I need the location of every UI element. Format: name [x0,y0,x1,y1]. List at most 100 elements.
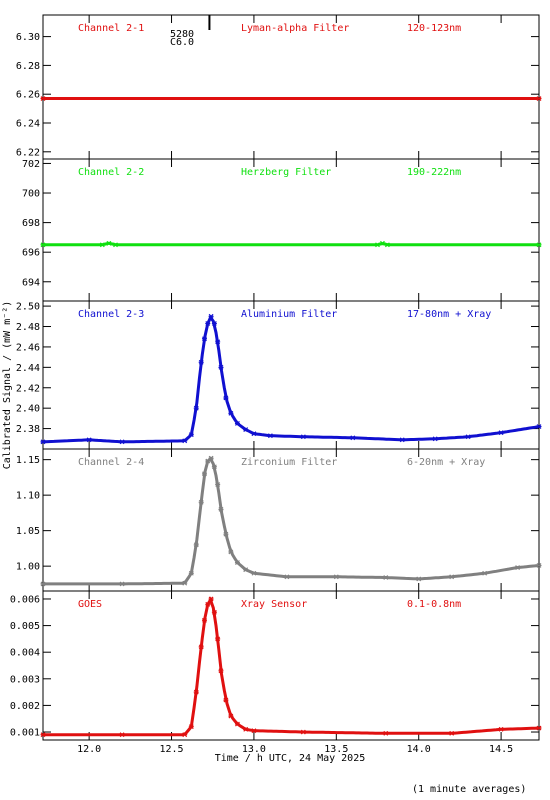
panel-frame [42,158,540,302]
y-tick-label: 6.26 [16,90,40,101]
channel-label: Channel 2-1 [78,23,144,34]
panel-frame [42,448,540,592]
data-point [375,242,381,248]
data-point [384,242,390,248]
data-point [536,725,542,731]
data-trace [42,314,538,444]
data-point [243,726,249,732]
data-point [243,567,249,573]
footnote: (1 minute averages) [412,784,526,795]
band-label: 190-222nm [407,167,461,178]
y-tick-label: 2.50 [16,302,40,313]
channel-label: GOES [78,599,102,610]
panel-frame [42,14,540,160]
data-point [182,438,188,444]
filter-label: Herzberg Filter [241,167,331,178]
data-point [449,730,455,736]
data-point [218,668,224,674]
y-tick-label: 0.002 [10,701,40,712]
data-point [198,499,204,505]
y-tick-label: 1.05 [16,526,40,537]
band-label: 0.1-0.8nm [407,599,461,610]
y-tick-label: 6.22 [16,147,40,158]
band-label: 6-20nm + Xray [407,457,485,468]
data-point [536,242,542,248]
filter-label: Lyman-alpha Filter [241,23,349,34]
y-tick-label: 1.00 [16,562,40,573]
data-point [449,574,455,580]
data-point [498,726,504,732]
data-point [188,432,194,438]
y-tick-label: 6.30 [16,32,40,43]
data-point [198,359,204,365]
y-tick-label: 694 [22,277,40,288]
y-tick-label: 2.40 [16,404,40,415]
data-point [40,581,46,587]
chart-panel-2: 694 696 698 700 702 Channel 2-2 Herzberg Filte… [22,158,542,302]
data-point [300,434,306,440]
x-tick-label: 14.0 [407,744,431,755]
data-point [119,732,125,738]
data-point [234,721,240,727]
data-point [399,437,405,443]
data-point [350,435,356,441]
data-point [188,570,194,576]
data-point [201,471,207,477]
chart-panel-3: 2.38 2.40 2.42 2.44 2.46 2.48 2.50 Channel 2-3 A… [16,300,542,450]
data-point [536,563,542,568]
data-point [223,531,229,537]
band-label: 120-123nm [407,23,461,34]
band-label: 17-80nm + Xray [407,309,491,320]
data-point [208,313,214,319]
data-point [99,242,105,248]
filter-label: Aluminium Filter [241,309,337,320]
channel-label: Channel 2-3 [78,309,144,320]
filter-label: Xray Sensor [241,599,307,610]
data-point [228,713,234,719]
x-tick-label: 12.0 [77,744,101,755]
data-point [86,437,92,443]
channel-label: Channel 2-4 [78,457,144,468]
data-point [215,339,221,345]
y-tick-label: 2.42 [16,383,40,394]
y-tick-label: 0.001 [10,728,40,739]
y-tick-label: 0.005 [10,621,40,632]
data-point [201,617,207,623]
y-tick-label: 702 [22,159,40,170]
data-point [333,574,339,580]
data-point [215,636,221,642]
y-tick-label: 0.004 [10,648,40,659]
data-point [205,321,211,326]
data-point [215,482,221,487]
data-point [218,506,224,512]
data-trace [43,241,538,247]
y-tick-label: 698 [22,218,40,229]
data-point [515,565,521,570]
data-point [416,576,422,582]
y-tick-label: 0.003 [10,674,40,685]
data-point [251,431,257,437]
data-point [40,242,46,248]
data-point [182,732,188,738]
data-point [193,405,199,411]
data-point [536,96,542,101]
chart-panel-4: 1.00 1.05 1.10 1.15 Channel 2-4 Zirconium Fil… [16,448,542,592]
data-point [188,724,194,730]
flare-label-number: 5280 [170,29,194,40]
data-point [379,240,385,246]
x-tick-label: 13.5 [324,744,348,755]
data-point [218,364,224,370]
data-point [300,729,306,735]
y-tick-label: 2.46 [16,342,40,353]
panel-frame [42,300,540,450]
y-tick-label: 2.38 [16,424,40,435]
data-point [211,464,217,470]
x-tick-label: 14.5 [489,744,513,755]
data-point [205,601,211,607]
data-point [40,439,46,445]
data-point [234,560,240,566]
data-point [40,96,46,101]
data-point [432,436,438,442]
data-point [119,439,125,445]
data-point [211,321,217,326]
